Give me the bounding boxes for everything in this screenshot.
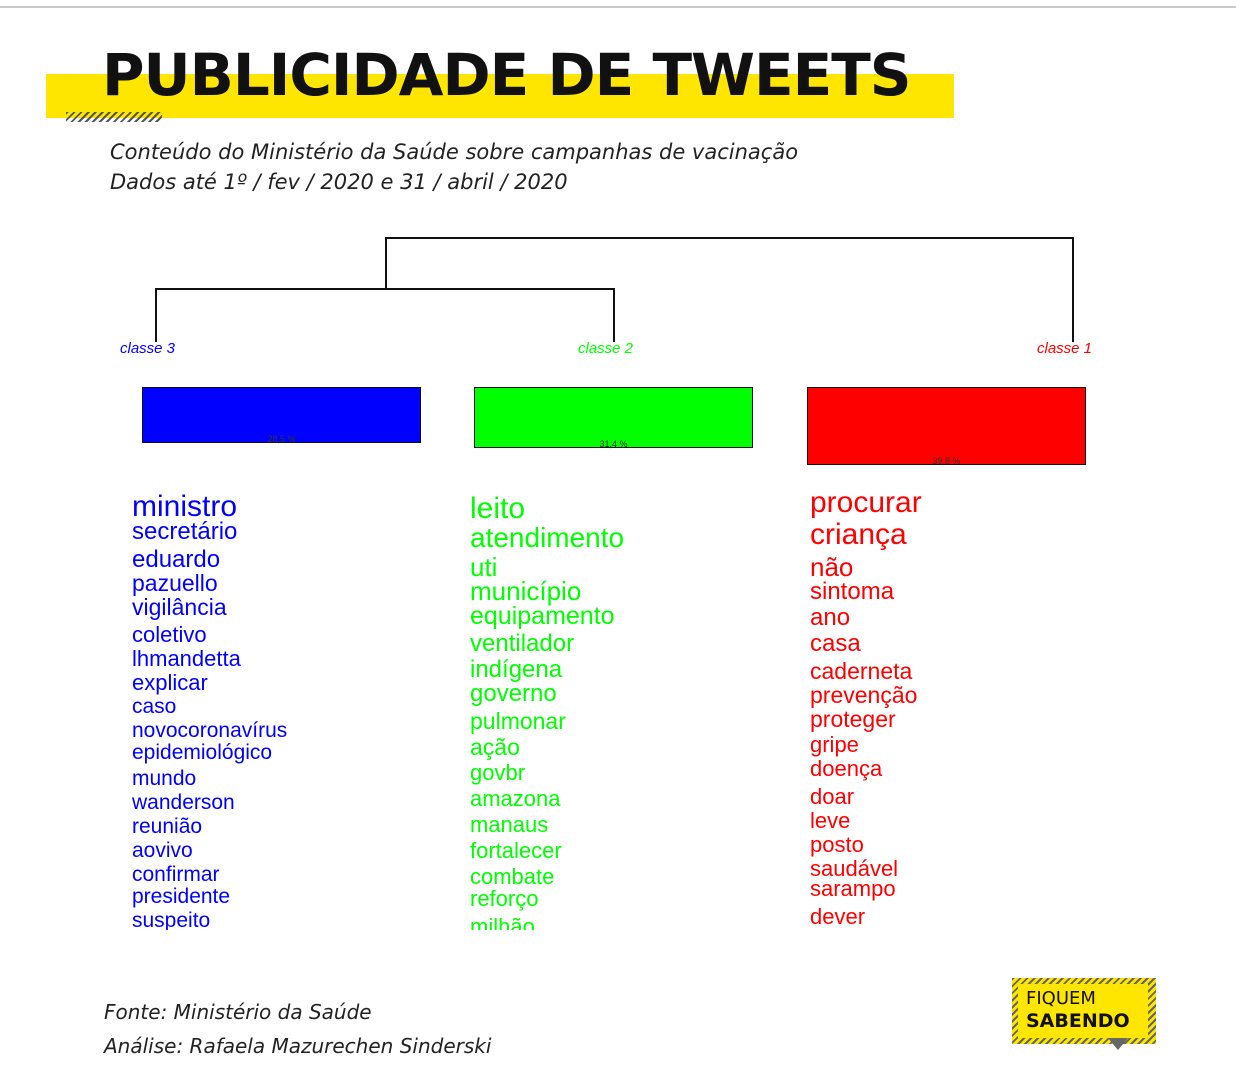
class3-word: vigilância [132,594,227,620]
class2-word: indígena [470,656,563,683]
title-highlight [46,74,954,118]
class2-word: amazona [470,786,561,811]
class2-word: leito [470,492,526,525]
class1-word: caderneta [810,658,913,684]
class3-word: epidemiológico [132,741,273,764]
logo-line-1: FIQUEM [1026,988,1096,1009]
class3-word: lhmandetta [132,646,241,671]
class1-word: dever [810,904,866,929]
class3-word: confirmar [132,863,220,886]
class2-word: fortalecer [470,838,562,863]
class1-word: doença [810,756,883,781]
class1-word: leve [810,808,851,833]
class2-word: atendimento [470,522,625,553]
dendrogram-sub-branch [155,288,615,290]
logo-speech-tail [1108,1038,1128,1050]
class2-word: equipamento [470,602,615,630]
dendrogram-root-branch [385,237,1074,239]
class1-word: proteger [810,706,896,732]
dendrogram-left-stem [385,237,387,289]
class3-word: pazuello [132,570,218,596]
class3-word: ministro [132,490,238,523]
class3-word: explicar [132,670,208,695]
class1-word-list: procurar criança não sintoma ano casa cadernet… [810,484,1090,930]
class1-word: posto [810,832,864,857]
class1-word: sintoma [810,578,895,605]
class3-word: caso [132,695,177,718]
class1-word: casa [810,630,861,657]
class1-word: gripe [810,732,859,757]
class3-word: presidente [132,885,231,908]
class1-word: criança [810,518,907,551]
class2-percent-bar: 31,4 % [474,387,753,449]
dendrogram-class2-stem [613,288,615,342]
footer-analysis: Análise: Rafaela Mazurechen Sinderski [104,1034,492,1058]
class3-word: reunião [132,815,203,838]
class1-word: doar [810,784,855,809]
class3-word: eduardo [132,546,221,573]
title-hatch-decoration [66,112,162,122]
class2-word: pulmonar [470,708,566,734]
subtitle-line-2: Dados até 1º / fev / 2020 e 31 / abril /… [110,170,568,194]
class3-word: wanderson [132,791,235,814]
class1-word: ano [810,604,851,631]
class2-word: ventilador [470,630,575,657]
class1-percent-bar: 39,8 % [807,387,1086,466]
fiquem-sabendo-logo: FIQUEM SABENDO [1012,978,1156,1050]
class3-word: secretário [132,518,238,545]
dendrogram-class3-stem [155,288,157,342]
dendrogram-class1-stem [1072,237,1074,342]
class2-word: manaus [470,812,549,837]
class1-word: não [810,552,854,582]
class1-word: procurar [810,486,922,519]
page-title: PUBLICIDADE DE TWEETS [102,41,912,109]
class1-label: classe 1 [1037,340,1093,357]
class3-word: mundo [132,767,197,790]
class2-label: classe 2 [578,340,634,357]
class3-label: classe 3 [120,340,176,357]
class2-word: govbr [470,760,526,785]
class1-word: prevenção [810,682,918,708]
class3-word: novocoronavírus [132,719,288,742]
class2-word-list: leito atendimento uti município equipamento v… [470,490,750,931]
subtitle-line-1: Conteúdo do Ministério da Saúde sobre ca… [110,140,799,164]
footer-source: Fonte: Ministério da Saúde [104,1000,372,1024]
class3-word: aovivo [132,839,193,862]
top-divider [0,6,1236,8]
logo-panel [1018,984,1148,1038]
class2-word: milhão [470,914,535,931]
class3-percent-label: 28,5 % [267,434,296,444]
class2-percent-label: 31,4 % [599,439,628,449]
class3-word: coletivo [132,622,207,647]
class3-word: suspeito [132,909,211,930]
class3-percent-bar: 28,5 % [142,387,421,444]
class2-word: reforço [470,886,539,911]
class2-word: município [470,576,582,606]
class2-word: combate [470,864,555,889]
class1-word: saudável [810,856,899,881]
class1-percent-label: 39,8 % [932,456,961,466]
class2-word: uti [470,552,498,582]
logo-line-2: SABENDO [1026,1010,1130,1032]
class2-word: ação [470,734,520,760]
class1-word: sarampo [810,876,896,901]
class3-word-list: ministro secretário eduardo pazuello vigilân… [132,490,412,931]
class2-word: governo [470,680,557,707]
